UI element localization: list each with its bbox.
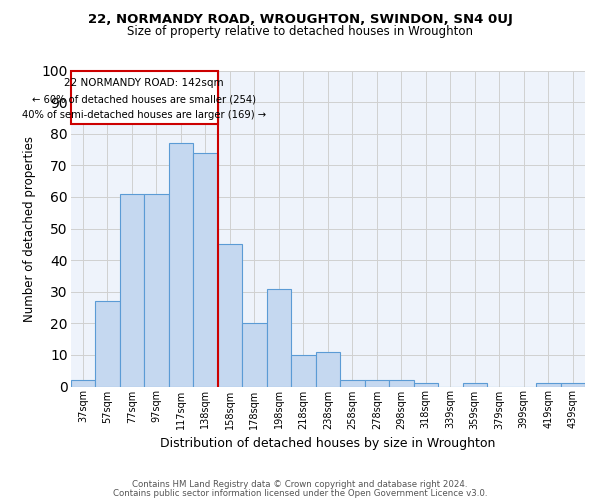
- Bar: [144, 194, 169, 386]
- Y-axis label: Number of detached properties: Number of detached properties: [23, 136, 36, 322]
- Bar: [242, 324, 266, 386]
- Text: ← 60% of detached houses are smaller (254): ← 60% of detached houses are smaller (25…: [32, 94, 256, 104]
- Bar: [536, 384, 560, 386]
- Bar: [193, 152, 218, 386]
- Text: 40% of semi-detached houses are larger (169) →: 40% of semi-detached houses are larger (…: [22, 110, 266, 120]
- X-axis label: Distribution of detached houses by size in Wroughton: Distribution of detached houses by size …: [160, 437, 496, 450]
- Bar: [365, 380, 389, 386]
- Bar: [463, 384, 487, 386]
- Text: Contains public sector information licensed under the Open Government Licence v3: Contains public sector information licen…: [113, 490, 487, 498]
- Text: 22 NORMANDY ROAD: 142sqm: 22 NORMANDY ROAD: 142sqm: [64, 78, 224, 88]
- FancyBboxPatch shape: [71, 70, 218, 124]
- Text: 22, NORMANDY ROAD, WROUGHTON, SWINDON, SN4 0UJ: 22, NORMANDY ROAD, WROUGHTON, SWINDON, S…: [88, 12, 512, 26]
- Bar: [560, 384, 585, 386]
- Bar: [389, 380, 413, 386]
- Bar: [316, 352, 340, 386]
- Bar: [340, 380, 365, 386]
- Bar: [95, 301, 119, 386]
- Bar: [291, 355, 316, 386]
- Bar: [71, 380, 95, 386]
- Bar: [266, 288, 291, 386]
- Text: Size of property relative to detached houses in Wroughton: Size of property relative to detached ho…: [127, 25, 473, 38]
- Bar: [169, 143, 193, 386]
- Bar: [119, 194, 144, 386]
- Bar: [413, 384, 438, 386]
- Text: Contains HM Land Registry data © Crown copyright and database right 2024.: Contains HM Land Registry data © Crown c…: [132, 480, 468, 489]
- Bar: [218, 244, 242, 386]
